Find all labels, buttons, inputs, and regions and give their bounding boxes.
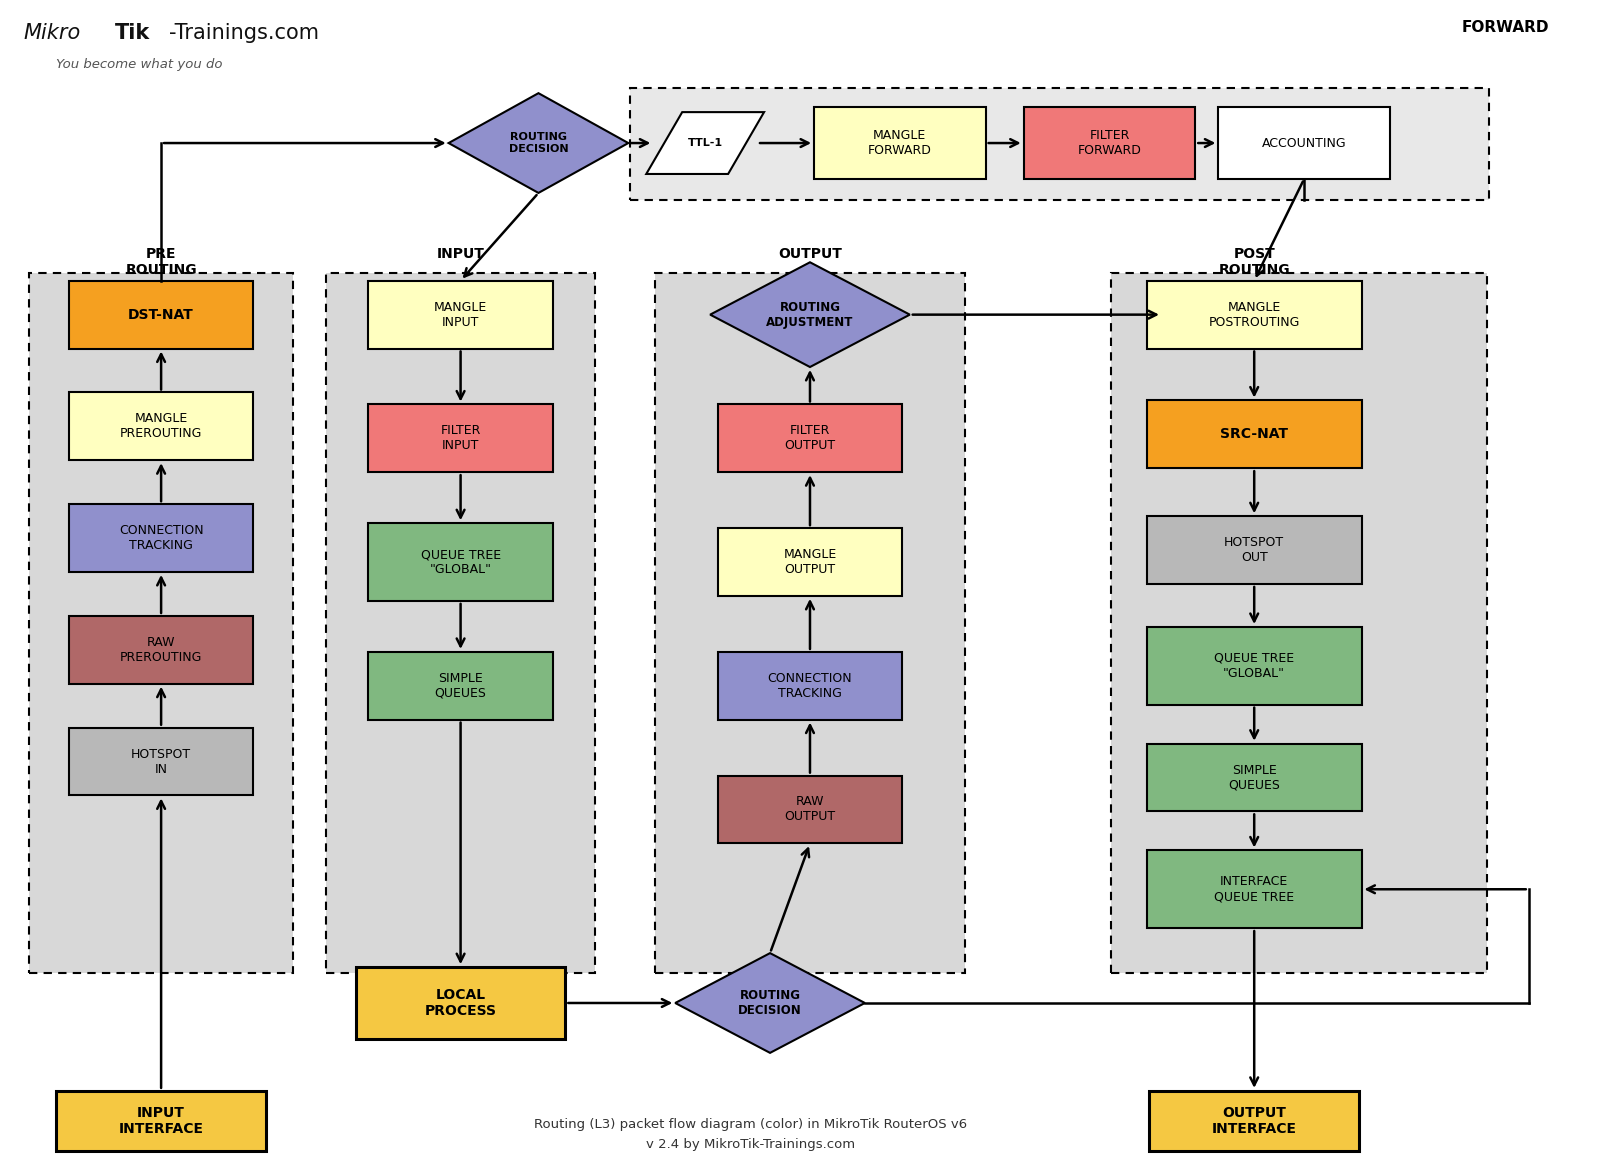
Polygon shape <box>675 953 866 1053</box>
Text: HOTSPOT
OUT: HOTSPOT OUT <box>1224 537 1285 565</box>
FancyBboxPatch shape <box>814 107 986 179</box>
Text: ROUTING
DECISION: ROUTING DECISION <box>738 989 802 1017</box>
FancyBboxPatch shape <box>69 392 253 460</box>
Text: INTERFACE
QUEUE TREE: INTERFACE QUEUE TREE <box>1214 875 1294 903</box>
FancyBboxPatch shape <box>69 281 253 348</box>
FancyBboxPatch shape <box>69 728 253 795</box>
FancyBboxPatch shape <box>1147 627 1362 704</box>
FancyBboxPatch shape <box>368 523 554 601</box>
Text: DST-NAT: DST-NAT <box>128 307 194 321</box>
FancyBboxPatch shape <box>630 88 1490 200</box>
Text: MANGLE
POSTROUTING: MANGLE POSTROUTING <box>1208 300 1299 328</box>
Polygon shape <box>646 112 765 173</box>
Text: QUEUE TREE
"GLOBAL": QUEUE TREE "GLOBAL" <box>1214 652 1294 680</box>
Text: MANGLE
OUTPUT: MANGLE OUTPUT <box>784 548 837 576</box>
Text: MANGLE
PREROUTING: MANGLE PREROUTING <box>120 412 202 440</box>
FancyBboxPatch shape <box>1147 516 1362 584</box>
FancyBboxPatch shape <box>69 616 253 683</box>
Text: MANGLE
FORWARD: MANGLE FORWARD <box>867 129 931 157</box>
Text: CONNECTION
TRACKING: CONNECTION TRACKING <box>768 672 853 700</box>
FancyBboxPatch shape <box>718 652 902 719</box>
Text: FORWARD: FORWARD <box>1461 20 1549 35</box>
FancyBboxPatch shape <box>1147 851 1362 928</box>
Text: Mikro: Mikro <box>24 23 80 43</box>
FancyBboxPatch shape <box>1147 744 1362 811</box>
FancyBboxPatch shape <box>1112 272 1486 973</box>
FancyBboxPatch shape <box>29 272 293 973</box>
Text: OUTPUT: OUTPUT <box>778 247 842 261</box>
Text: INPUT: INPUT <box>437 247 485 261</box>
FancyBboxPatch shape <box>1147 400 1362 468</box>
Polygon shape <box>448 93 629 193</box>
Text: SIMPLE
QUEUES: SIMPLE QUEUES <box>435 672 486 700</box>
Text: Tik: Tik <box>115 23 150 43</box>
FancyBboxPatch shape <box>56 1091 266 1151</box>
Text: FILTER
FORWARD: FILTER FORWARD <box>1077 129 1141 157</box>
FancyBboxPatch shape <box>368 652 554 719</box>
Text: You become what you do: You become what you do <box>56 58 222 71</box>
FancyBboxPatch shape <box>69 504 253 572</box>
Text: v 2.4 by MikroTik-Trainings.com: v 2.4 by MikroTik-Trainings.com <box>645 1138 854 1151</box>
Text: QUEUE TREE
"GLOBAL": QUEUE TREE "GLOBAL" <box>421 548 501 576</box>
FancyBboxPatch shape <box>326 272 595 973</box>
Text: OUTPUT
INTERFACE: OUTPUT INTERFACE <box>1211 1106 1296 1136</box>
FancyBboxPatch shape <box>355 967 565 1039</box>
FancyBboxPatch shape <box>368 281 554 348</box>
FancyBboxPatch shape <box>656 272 965 973</box>
Text: FILTER
OUTPUT: FILTER OUTPUT <box>784 425 835 453</box>
Text: RAW
PREROUTING: RAW PREROUTING <box>120 636 202 663</box>
Text: PRE
ROUTING: PRE ROUTING <box>125 247 197 277</box>
FancyBboxPatch shape <box>718 404 902 473</box>
Text: INPUT
INTERFACE: INPUT INTERFACE <box>118 1106 203 1136</box>
Text: POST
ROUTING: POST ROUTING <box>1218 247 1290 277</box>
FancyBboxPatch shape <box>1218 107 1390 179</box>
Text: MANGLE
INPUT: MANGLE INPUT <box>434 300 488 328</box>
Text: Routing (L3) packet flow diagram (color) in MikroTik RouterOS v6: Routing (L3) packet flow diagram (color)… <box>533 1119 966 1131</box>
Text: ROUTING
ADJUSTMENT: ROUTING ADJUSTMENT <box>766 300 854 328</box>
Text: FILTER
INPUT: FILTER INPUT <box>440 425 480 453</box>
Text: HOTSPOT
IN: HOTSPOT IN <box>131 747 190 775</box>
Text: CONNECTION
TRACKING: CONNECTION TRACKING <box>118 524 203 552</box>
Text: -Trainings.com: -Trainings.com <box>170 23 318 43</box>
Text: ACCOUNTING: ACCOUNTING <box>1262 136 1347 149</box>
Text: ROUTING
DECISION: ROUTING DECISION <box>509 133 568 154</box>
Text: RAW
OUTPUT: RAW OUTPUT <box>784 795 835 823</box>
FancyBboxPatch shape <box>718 775 902 844</box>
FancyBboxPatch shape <box>1149 1091 1358 1151</box>
FancyBboxPatch shape <box>1024 107 1195 179</box>
FancyBboxPatch shape <box>368 404 554 473</box>
FancyBboxPatch shape <box>718 528 902 596</box>
Text: SRC-NAT: SRC-NAT <box>1221 427 1288 441</box>
FancyBboxPatch shape <box>1147 281 1362 348</box>
Text: SIMPLE
QUEUES: SIMPLE QUEUES <box>1229 764 1280 792</box>
Polygon shape <box>710 262 910 367</box>
Text: LOCAL
PROCESS: LOCAL PROCESS <box>424 988 496 1018</box>
Text: TTL-1: TTL-1 <box>688 139 723 148</box>
